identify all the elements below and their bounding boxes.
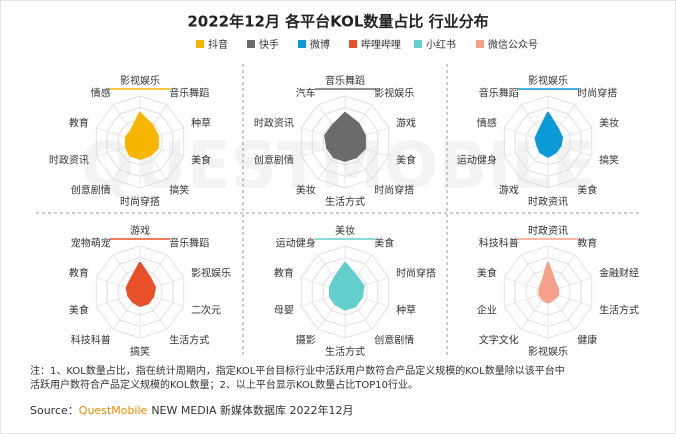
axis-label: 时政资讯 — [528, 195, 568, 208]
axis-label: 母婴 — [274, 305, 294, 317]
axis-label: 运动健身 — [276, 236, 316, 249]
panel-header: 游戏 — [130, 224, 150, 237]
axis-label: 生活方式 — [325, 345, 365, 358]
radar-area — [124, 112, 159, 160]
legend-label: 微博 — [310, 38, 330, 51]
legend-label: 小红书 — [426, 38, 456, 51]
axis-label: 时政资讯 — [254, 116, 294, 129]
axis-label: 搞笑 — [130, 345, 150, 358]
axis-label: 摄影 — [296, 334, 316, 347]
axis-label: 宠物萌宠 — [71, 236, 111, 249]
axis-label: 美食 — [577, 184, 597, 197]
axis-label: 搞笑 — [599, 154, 619, 167]
axis-label: 教育 — [69, 266, 89, 279]
axis-label: 时政资讯 — [49, 154, 89, 167]
axis-label: 搞笑 — [169, 184, 189, 197]
source-brand: QuestMobile — [79, 404, 148, 417]
axis-label: 美食 — [191, 154, 211, 167]
axis-label: 教育 — [69, 116, 89, 129]
axis-label: 音乐舞蹈 — [169, 86, 209, 99]
axis-label: 科技科普 — [479, 236, 519, 249]
legend-swatch — [247, 40, 255, 48]
axis-label: 时尚穿搭 — [374, 184, 414, 197]
axis-label: 生活方式 — [169, 334, 209, 347]
legend-swatch — [298, 40, 306, 48]
axis-label: 时尚穿搭 — [396, 266, 436, 279]
source-prefix: Source： — [30, 404, 79, 417]
axis-label: 汽车 — [296, 86, 316, 99]
axis-label: 二次元 — [191, 304, 221, 317]
axis-label: 游戏 — [499, 184, 519, 197]
legend-swatch — [349, 40, 357, 48]
axis-label: 情感 — [91, 86, 111, 99]
axis-label: 企业 — [477, 304, 497, 317]
panel-header: 音乐舞蹈 — [325, 74, 365, 87]
legend-swatch — [196, 40, 204, 48]
axis-label: 时尚穿搭 — [120, 195, 160, 208]
source: Source：QuestMobile NEW MEDIA 新媒体数据库 2022年… — [30, 403, 354, 417]
axis-label: 时尚穿搭 — [577, 86, 617, 99]
axis-label: 美食 — [396, 154, 416, 167]
axis-label: 音乐舞蹈 — [169, 236, 209, 249]
axis-label: 生活方式 — [599, 304, 639, 317]
radar-area — [324, 112, 366, 162]
legend-label: 微信公众号 — [488, 38, 538, 51]
axis-label: 游戏 — [396, 116, 416, 129]
radar-area — [125, 262, 156, 307]
axis-label: 生活方式 — [325, 195, 365, 208]
panel-header: 影视娱乐 — [120, 74, 160, 87]
axis-label: 美食 — [477, 266, 497, 279]
axis-label: 金融财经 — [599, 266, 639, 279]
axis-label: 文字文化 — [479, 334, 519, 347]
axis-label: 美妆 — [296, 184, 316, 197]
axis-label: 教育 — [577, 236, 597, 249]
legend-swatch — [414, 40, 422, 48]
legend-label: 哔哩哔哩 — [361, 38, 401, 51]
axis-label: 情感 — [477, 116, 497, 129]
axis-label: 科技科普 — [71, 334, 111, 347]
panel-header: 美妆 — [335, 224, 355, 237]
axis-label: 美食 — [374, 236, 394, 249]
axis-label: 创意剧情 — [254, 154, 294, 167]
axis-label: 美妆 — [599, 116, 619, 129]
axis-label: 种草 — [396, 304, 416, 317]
radar-area — [534, 112, 564, 158]
panel-header: 时政资讯 — [528, 224, 568, 237]
axis-label: 健康 — [577, 334, 597, 347]
axis-label: 影视娱乐 — [374, 86, 414, 99]
panel-header: 影视娱乐 — [528, 74, 568, 87]
axis-label: 美食 — [69, 304, 89, 317]
axis-label: 创意剧情 — [374, 334, 414, 347]
axis-label: 创意剧情 — [71, 184, 111, 197]
axis-label: 音乐舞蹈 — [479, 86, 519, 99]
axis-label: 影视娱乐 — [191, 266, 231, 279]
axis-label: 影视娱乐 — [528, 345, 568, 358]
chart-title: 2022年12月 各平台KOL数量占比 行业分布 — [187, 13, 488, 31]
note: 注：1、KOL数量占比，指在统计周期内，指定KOL平台目标行业中活跃用户数符合产… — [30, 364, 565, 377]
legend-swatch — [476, 40, 484, 48]
legend-label: 快手 — [259, 38, 279, 51]
axis-label: 教育 — [274, 266, 294, 279]
radar-area — [538, 262, 559, 304]
source-rest: NEW MEDIA 新媒体数据库 2022年12月 — [151, 403, 353, 417]
note: 活跃用户数符合产品定义规模的KOL数量；2、以上平台显示KOL数量占比TOP10… — [30, 378, 418, 391]
radar-area — [329, 262, 365, 311]
legend-label: 抖音 — [208, 38, 228, 51]
axis-label: 种草 — [191, 116, 211, 129]
axis-label: 运动健身 — [457, 154, 497, 167]
